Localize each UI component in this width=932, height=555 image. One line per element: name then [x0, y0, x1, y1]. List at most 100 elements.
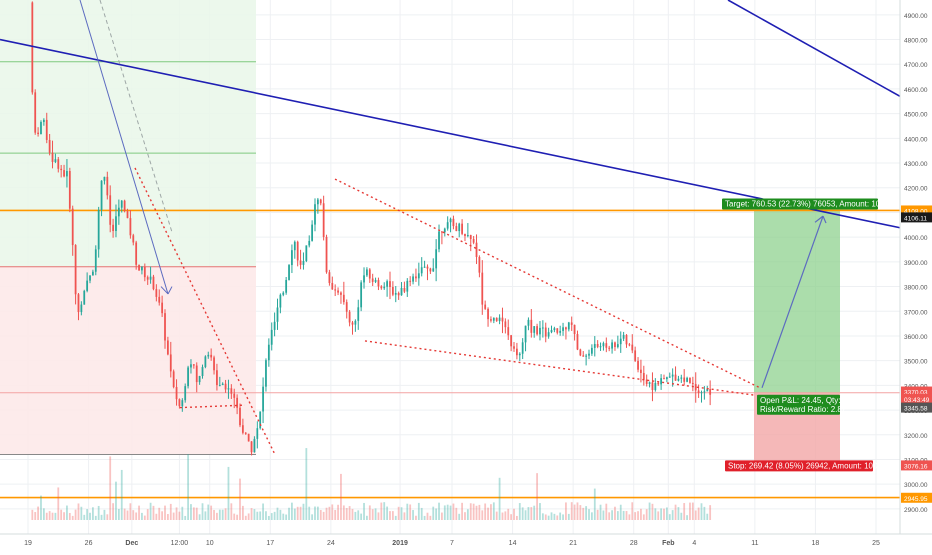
- volume-bar: [221, 509, 224, 520]
- volume-bar: [469, 503, 472, 520]
- time-tick-label: 7: [450, 540, 454, 547]
- horizontal-levels[interactable]: [0, 209, 900, 499]
- old-target-zone: [0, 0, 256, 267]
- time-tick-label: 10: [206, 540, 214, 547]
- candle-body: [406, 280, 409, 292]
- candle-body: [400, 287, 403, 296]
- volume-bar: [628, 514, 631, 520]
- volume-bar: [161, 511, 164, 520]
- candle-body: [164, 313, 166, 341]
- candle-body: [141, 266, 143, 271]
- candle-body: [565, 327, 567, 330]
- candle-body: [299, 260, 302, 265]
- candle-body: [625, 334, 628, 345]
- volume-bar: [233, 513, 236, 520]
- time-tick-label: 19: [24, 540, 32, 547]
- volume-bar: [42, 508, 45, 520]
- candle-body: [680, 377, 683, 379]
- candle-body: [533, 326, 536, 333]
- volume-bar: [458, 513, 461, 520]
- price-tick-label: 3200.00: [904, 433, 928, 440]
- target-zone: [754, 210, 840, 393]
- volume-bar: [216, 512, 218, 520]
- time-tick-label: 2019: [392, 540, 408, 547]
- price-tick-label: 2900.00: [904, 507, 928, 514]
- candle-body: [279, 294, 282, 308]
- volume-bar: [51, 512, 54, 520]
- candle-body: [455, 226, 458, 232]
- candle-body: [622, 334, 625, 339]
- candle-body: [166, 340, 169, 355]
- candle-body: [631, 344, 634, 351]
- rr-label: Risk/Reward Ratio: 2.82: [760, 405, 847, 414]
- time-tick-label: 25: [872, 540, 880, 547]
- volume-bar: [556, 515, 559, 520]
- candle-body: [492, 317, 495, 321]
- volume-bar: [663, 508, 665, 520]
- volume-bar: [109, 456, 112, 520]
- candle-body: [521, 342, 524, 354]
- volume-bar: [218, 509, 221, 520]
- volume-bar: [45, 512, 48, 520]
- price-axis[interactable]: 4900.00 4800.00 4700.00 4600.00 4500.00 4400.…: [899, 0, 932, 550]
- candle-body: [516, 348, 518, 356]
- candle-body: [449, 218, 452, 223]
- volume-bar: [77, 503, 80, 520]
- volume-bar: [80, 506, 83, 520]
- volume-bar: [282, 513, 285, 520]
- candle-body: [668, 376, 671, 378]
- candle-body: [345, 302, 348, 312]
- volume-bar: [429, 515, 432, 520]
- candle-body: [691, 382, 694, 385]
- volume-bar: [441, 512, 443, 520]
- volume-bar: [143, 515, 146, 520]
- volume-bar: [657, 511, 660, 520]
- volume-bar: [484, 503, 487, 520]
- candle-body: [426, 266, 429, 269]
- volume-bar: [299, 506, 302, 520]
- drawings[interactable]: [0, 0, 901, 455]
- volume-bar: [230, 503, 233, 520]
- volume-bar: [415, 515, 417, 520]
- volume-bar: [360, 513, 363, 520]
- volume-bar: [432, 506, 435, 520]
- volume-bar: [192, 507, 195, 520]
- volume-bar: [198, 514, 201, 520]
- time-axis[interactable]: 19 26 Dec 12:00 10 17 24 2019 7 14 21 28 Feb 4 11 18 25: [0, 533, 932, 550]
- volume-bar: [103, 509, 106, 520]
- volume-bar: [691, 502, 694, 520]
- candle-body: [213, 357, 215, 371]
- volume-bar: [31, 509, 34, 520]
- volume-bar: [449, 505, 452, 520]
- volume-bar: [625, 511, 628, 520]
- price-tick-label: 3700.00: [904, 309, 928, 316]
- stop-label-bg: [725, 460, 873, 472]
- candle-body: [342, 294, 345, 303]
- volume-bar: [276, 507, 279, 520]
- volume-bar: [645, 509, 648, 520]
- volume-bar: [120, 469, 123, 520]
- volume-bar: [400, 507, 403, 520]
- candle-body: [241, 425, 244, 433]
- volume-bar: [141, 512, 143, 520]
- candle-body: [123, 200, 126, 212]
- candle-body: [628, 344, 631, 346]
- candle-body: [296, 241, 299, 261]
- volume-bar: [340, 473, 342, 520]
- volume-bar: [683, 503, 686, 520]
- candle-body: [536, 326, 538, 335]
- price-tag-bg: [901, 460, 932, 471]
- price-tick-label: 3800.00: [904, 285, 928, 292]
- time-tick-label: 14: [509, 540, 517, 547]
- volume-bar: [700, 503, 703, 520]
- volume-bar: [616, 511, 619, 520]
- volume-bar: [553, 513, 556, 520]
- candle-body: [616, 344, 619, 348]
- candle-body: [368, 269, 371, 279]
- volume-bar: [516, 515, 518, 520]
- candle-body: [169, 354, 172, 372]
- volume-bar: [172, 512, 175, 520]
- candle-body: [244, 432, 247, 434]
- candle-body: [48, 139, 51, 153]
